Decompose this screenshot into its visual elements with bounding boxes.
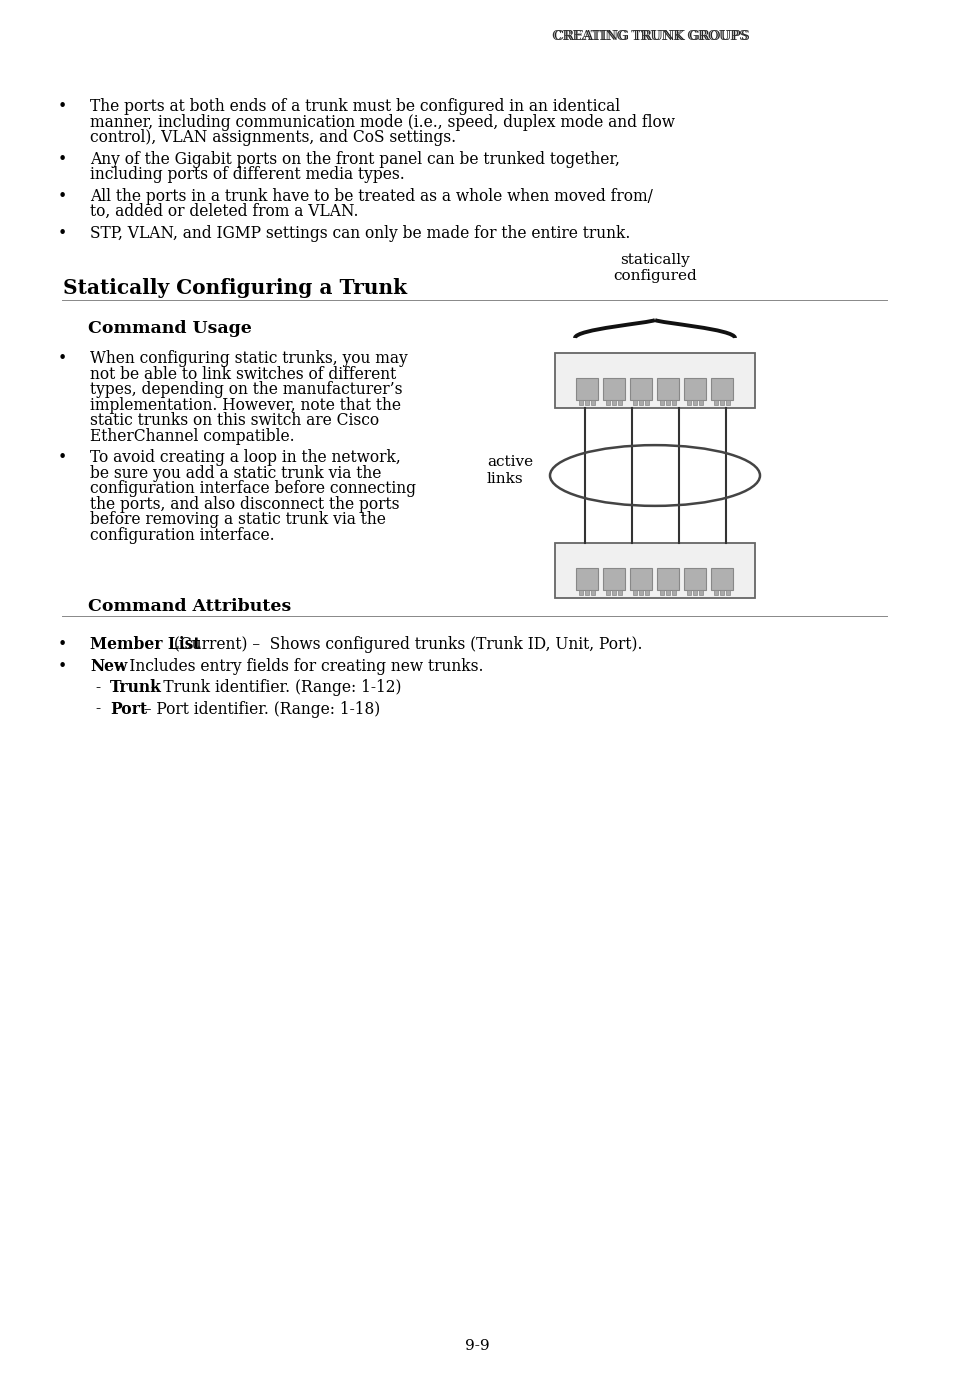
Text: statically
configured: statically configured (613, 253, 696, 283)
FancyBboxPatch shape (657, 378, 679, 400)
FancyBboxPatch shape (639, 590, 643, 595)
Text: The ports at both ends of a trunk must be configured in an identical: The ports at both ends of a trunk must b… (90, 99, 619, 115)
FancyBboxPatch shape (714, 400, 718, 405)
Text: •: • (58, 350, 67, 366)
Text: Command Attributes: Command Attributes (88, 598, 291, 615)
Text: – Port identifier. (Range: 1-18): – Port identifier. (Range: 1-18) (138, 701, 379, 718)
Text: •: • (58, 658, 67, 675)
FancyBboxPatch shape (555, 543, 754, 598)
FancyBboxPatch shape (603, 378, 625, 400)
Text: – Includes entry fields for creating new trunks.: – Includes entry fields for creating new… (112, 658, 482, 675)
Text: not be able to link switches of different: not be able to link switches of differen… (90, 365, 395, 383)
FancyBboxPatch shape (618, 400, 622, 405)
Text: Member List: Member List (90, 636, 200, 652)
Text: before removing a static trunk via the: before removing a static trunk via the (90, 511, 385, 527)
Text: to, added or deleted from a VLAN.: to, added or deleted from a VLAN. (90, 203, 358, 221)
Text: •: • (58, 225, 67, 242)
FancyBboxPatch shape (699, 400, 702, 405)
Text: Any of the Gigabit ports on the front panel can be trunked together,: Any of the Gigabit ports on the front pa… (90, 150, 619, 168)
FancyBboxPatch shape (633, 590, 637, 595)
Text: implementation. However, note that the: implementation. However, note that the (90, 397, 400, 414)
FancyBboxPatch shape (720, 400, 723, 405)
Text: STP, VLAN, and IGMP settings can only be made for the entire trunk.: STP, VLAN, and IGMP settings can only be… (90, 225, 630, 242)
FancyBboxPatch shape (606, 590, 610, 595)
Text: active
links: active links (486, 455, 533, 486)
Text: EtherChannel compatible.: EtherChannel compatible. (90, 428, 294, 444)
Text: control), VLAN assignments, and CoS settings.: control), VLAN assignments, and CoS sett… (90, 129, 456, 146)
FancyBboxPatch shape (659, 590, 664, 595)
FancyBboxPatch shape (591, 590, 595, 595)
FancyBboxPatch shape (711, 568, 733, 590)
FancyBboxPatch shape (693, 590, 697, 595)
FancyBboxPatch shape (693, 400, 697, 405)
FancyBboxPatch shape (603, 568, 625, 590)
FancyBboxPatch shape (555, 353, 754, 408)
Text: •: • (58, 636, 67, 652)
Text: the ports, and also disconnect the ports: the ports, and also disconnect the ports (90, 496, 399, 512)
Text: When configuring static trunks, you may: When configuring static trunks, you may (90, 350, 407, 366)
Text: Statically Configuring a Trunk: Statically Configuring a Trunk (63, 278, 407, 298)
FancyBboxPatch shape (684, 568, 706, 590)
Text: Command Usage: Command Usage (88, 321, 252, 337)
FancyBboxPatch shape (672, 590, 676, 595)
Text: static trunks on this switch are Cisco: static trunks on this switch are Cisco (90, 412, 378, 429)
FancyBboxPatch shape (657, 568, 679, 590)
FancyBboxPatch shape (612, 400, 616, 405)
FancyBboxPatch shape (591, 400, 595, 405)
FancyBboxPatch shape (684, 378, 706, 400)
Text: Port: Port (110, 701, 147, 718)
FancyBboxPatch shape (578, 590, 583, 595)
Text: configuration interface before connecting: configuration interface before connectin… (90, 480, 416, 497)
FancyBboxPatch shape (630, 568, 652, 590)
FancyBboxPatch shape (633, 400, 637, 405)
FancyBboxPatch shape (639, 400, 643, 405)
FancyBboxPatch shape (612, 590, 616, 595)
Text: 9-9: 9-9 (464, 1339, 489, 1353)
FancyBboxPatch shape (726, 590, 730, 595)
FancyBboxPatch shape (606, 400, 610, 405)
Text: be sure you add a static trunk via the: be sure you add a static trunk via the (90, 465, 381, 482)
Text: CREATING TRUNK GROUPS: CREATING TRUNK GROUPS (554, 31, 749, 43)
FancyBboxPatch shape (576, 378, 598, 400)
FancyBboxPatch shape (666, 400, 670, 405)
FancyBboxPatch shape (672, 400, 676, 405)
Text: •: • (58, 150, 67, 168)
FancyBboxPatch shape (699, 590, 702, 595)
Text: CREATING TRUNK GROUPS: CREATING TRUNK GROUPS (552, 31, 747, 43)
Text: manner, including communication mode (i.e., speed, duplex mode and flow: manner, including communication mode (i.… (90, 114, 675, 130)
FancyBboxPatch shape (687, 590, 691, 595)
FancyBboxPatch shape (576, 568, 598, 590)
Text: (Current) –  Shows configured trunks (Trunk ID, Unit, Port).: (Current) – Shows configured trunks (Tru… (169, 636, 642, 652)
FancyBboxPatch shape (585, 400, 589, 405)
Text: -: - (95, 679, 100, 695)
FancyBboxPatch shape (585, 590, 589, 595)
Text: New: New (90, 658, 128, 675)
Text: configuration interface.: configuration interface. (90, 526, 274, 544)
FancyBboxPatch shape (687, 400, 691, 405)
Text: types, depending on the manufacturer’s: types, depending on the manufacturer’s (90, 380, 402, 398)
FancyBboxPatch shape (659, 400, 664, 405)
FancyBboxPatch shape (645, 400, 649, 405)
FancyBboxPatch shape (630, 378, 652, 400)
FancyBboxPatch shape (618, 590, 622, 595)
Text: All the ports in a trunk have to be treated as a whole when moved from/: All the ports in a trunk have to be trea… (90, 187, 652, 204)
Text: •: • (58, 448, 67, 466)
Text: – Trunk identifier. (Range: 1-12): – Trunk identifier. (Range: 1-12) (146, 679, 401, 695)
FancyBboxPatch shape (666, 590, 670, 595)
FancyBboxPatch shape (711, 378, 733, 400)
FancyBboxPatch shape (720, 590, 723, 595)
FancyBboxPatch shape (726, 400, 730, 405)
FancyBboxPatch shape (714, 590, 718, 595)
FancyBboxPatch shape (645, 590, 649, 595)
FancyBboxPatch shape (578, 400, 583, 405)
Text: including ports of different media types.: including ports of different media types… (90, 167, 404, 183)
Text: •: • (58, 99, 67, 115)
Text: Trunk: Trunk (110, 679, 162, 695)
Text: •: • (58, 187, 67, 204)
Text: -: - (95, 701, 100, 718)
Text: To avoid creating a loop in the network,: To avoid creating a loop in the network, (90, 448, 400, 466)
